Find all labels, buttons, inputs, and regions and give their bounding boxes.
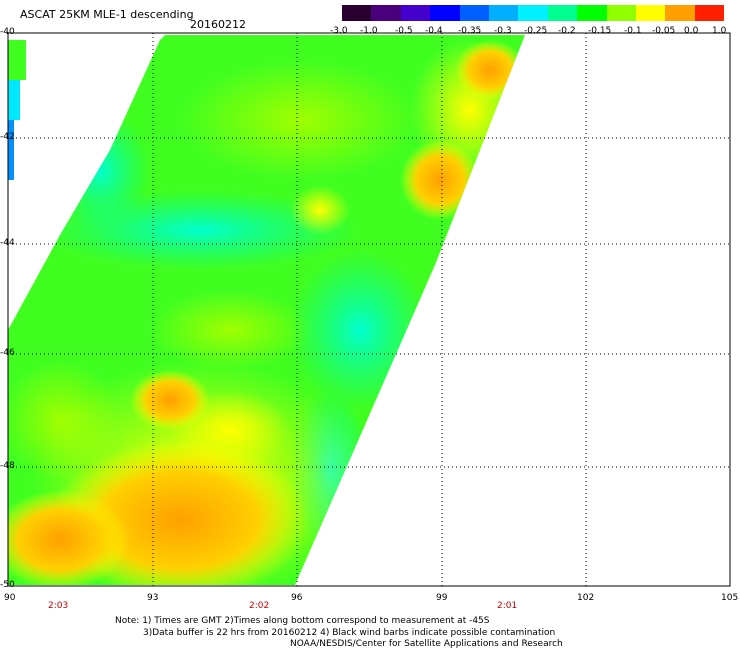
lat-label: -44 — [0, 238, 15, 248]
colorbar-seg — [577, 5, 607, 21]
colorbar-label: -0.3 — [494, 26, 512, 36]
colorbar-label: -3.0 — [330, 26, 348, 36]
colorbar-seg — [488, 5, 519, 21]
colorbar-seg — [371, 5, 401, 21]
colorbar-seg — [547, 5, 578, 21]
colorbar-seg — [635, 5, 666, 21]
time-label: 2:02 — [249, 601, 270, 611]
colorbar-label: -0.05 — [652, 26, 676, 36]
product-date: 20160212 — [190, 18, 246, 31]
colorbar-label: -0.35 — [458, 26, 482, 36]
lon-label: 93 — [147, 593, 159, 603]
colorbar-label: -0.25 — [524, 26, 548, 36]
colorbar-label: -0.2 — [558, 26, 576, 36]
lon-label: 105 — [721, 593, 739, 603]
edge-strip — [8, 120, 14, 180]
note-line-3: NOAA/NESDIS/Center for Satellite Applica… — [290, 639, 563, 649]
product-title: ASCAT 25KM MLE-1 descending — [20, 8, 194, 21]
time-label: 2:03 — [48, 601, 69, 611]
time-label: 2:01 — [497, 601, 518, 611]
lon-label: 99 — [436, 593, 448, 603]
colorbar-seg — [606, 5, 636, 21]
colorbar-seg — [342, 5, 372, 21]
lon-label: 96 — [291, 593, 303, 603]
colorbar-seg — [430, 5, 460, 21]
lon-label: 102 — [577, 593, 595, 603]
map-frame — [7, 32, 731, 587]
lat-label: -46 — [0, 348, 15, 358]
colorbar-label: -0.15 — [588, 26, 612, 36]
colorbar-seg — [518, 5, 548, 21]
graticule — [8, 33, 730, 586]
colorbar-label: -0.1 — [624, 26, 642, 36]
colorbar — [342, 5, 725, 21]
note-line-1: Note: 1) Times are GMT 2)Times along bot… — [115, 616, 490, 626]
lon-label: 90 — [4, 593, 16, 603]
colorbar-seg — [665, 5, 695, 21]
colorbar-label: 0.0 — [684, 26, 699, 36]
swath — [8, 35, 525, 585]
edge-strip — [8, 80, 20, 120]
colorbar-seg — [694, 5, 725, 21]
edge-strip — [8, 40, 26, 80]
colorbar-label: -0.5 — [395, 26, 413, 36]
lat-label: -40 — [0, 27, 15, 37]
colorbar-label: -1.0 — [360, 26, 378, 36]
lat-label: -50 — [0, 580, 15, 590]
colorbar-seg — [459, 5, 489, 21]
lat-label: -42 — [0, 132, 15, 142]
colorbar-label: -0.4 — [425, 26, 443, 36]
note-line-2: 3)Data buffer is 22 hrs from 20160212 4)… — [143, 628, 556, 638]
colorbar-seg — [400, 5, 431, 21]
colorbar-label: 1.0 — [712, 26, 727, 36]
lat-label: -48 — [0, 461, 15, 471]
